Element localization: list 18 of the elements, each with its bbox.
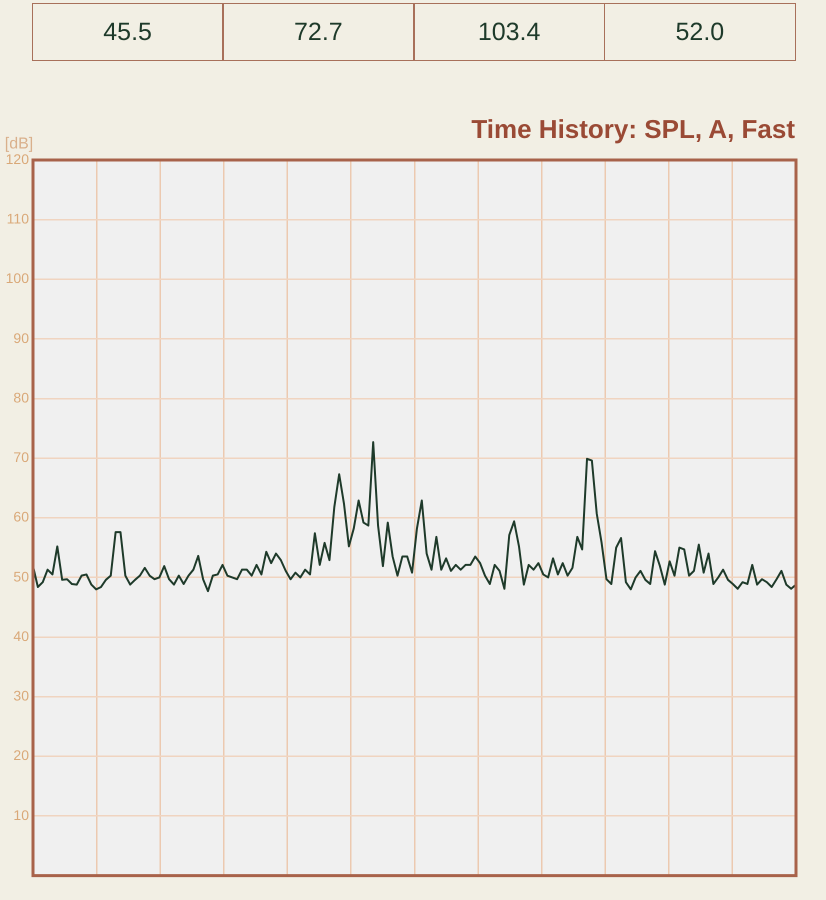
y-tick-label: 60 xyxy=(13,508,30,525)
y-tick-label: 120 xyxy=(6,150,30,167)
y-tick-label: 40 xyxy=(13,628,30,644)
text: 52.0 xyxy=(604,3,796,61)
text: 45.5 xyxy=(32,3,224,61)
y-tick-label: 80 xyxy=(13,389,30,406)
chart-title: Time History: SPL, A, Fast xyxy=(471,114,795,145)
y-tick-label: 20 xyxy=(13,747,30,764)
y-tick-label: 90 xyxy=(13,330,30,346)
y-tick-label: 100 xyxy=(6,270,30,286)
y-tick-label: 70 xyxy=(13,449,30,466)
y-tick-label: 30 xyxy=(13,688,30,704)
y-tick-label: 50 xyxy=(13,568,30,584)
y-axis-title: [dB] xyxy=(4,135,34,152)
y-tick-label: 10 xyxy=(13,806,30,823)
text: 103.4 xyxy=(413,3,606,61)
y-tick-label: 110 xyxy=(6,210,30,226)
text: 72.7 xyxy=(222,3,414,61)
